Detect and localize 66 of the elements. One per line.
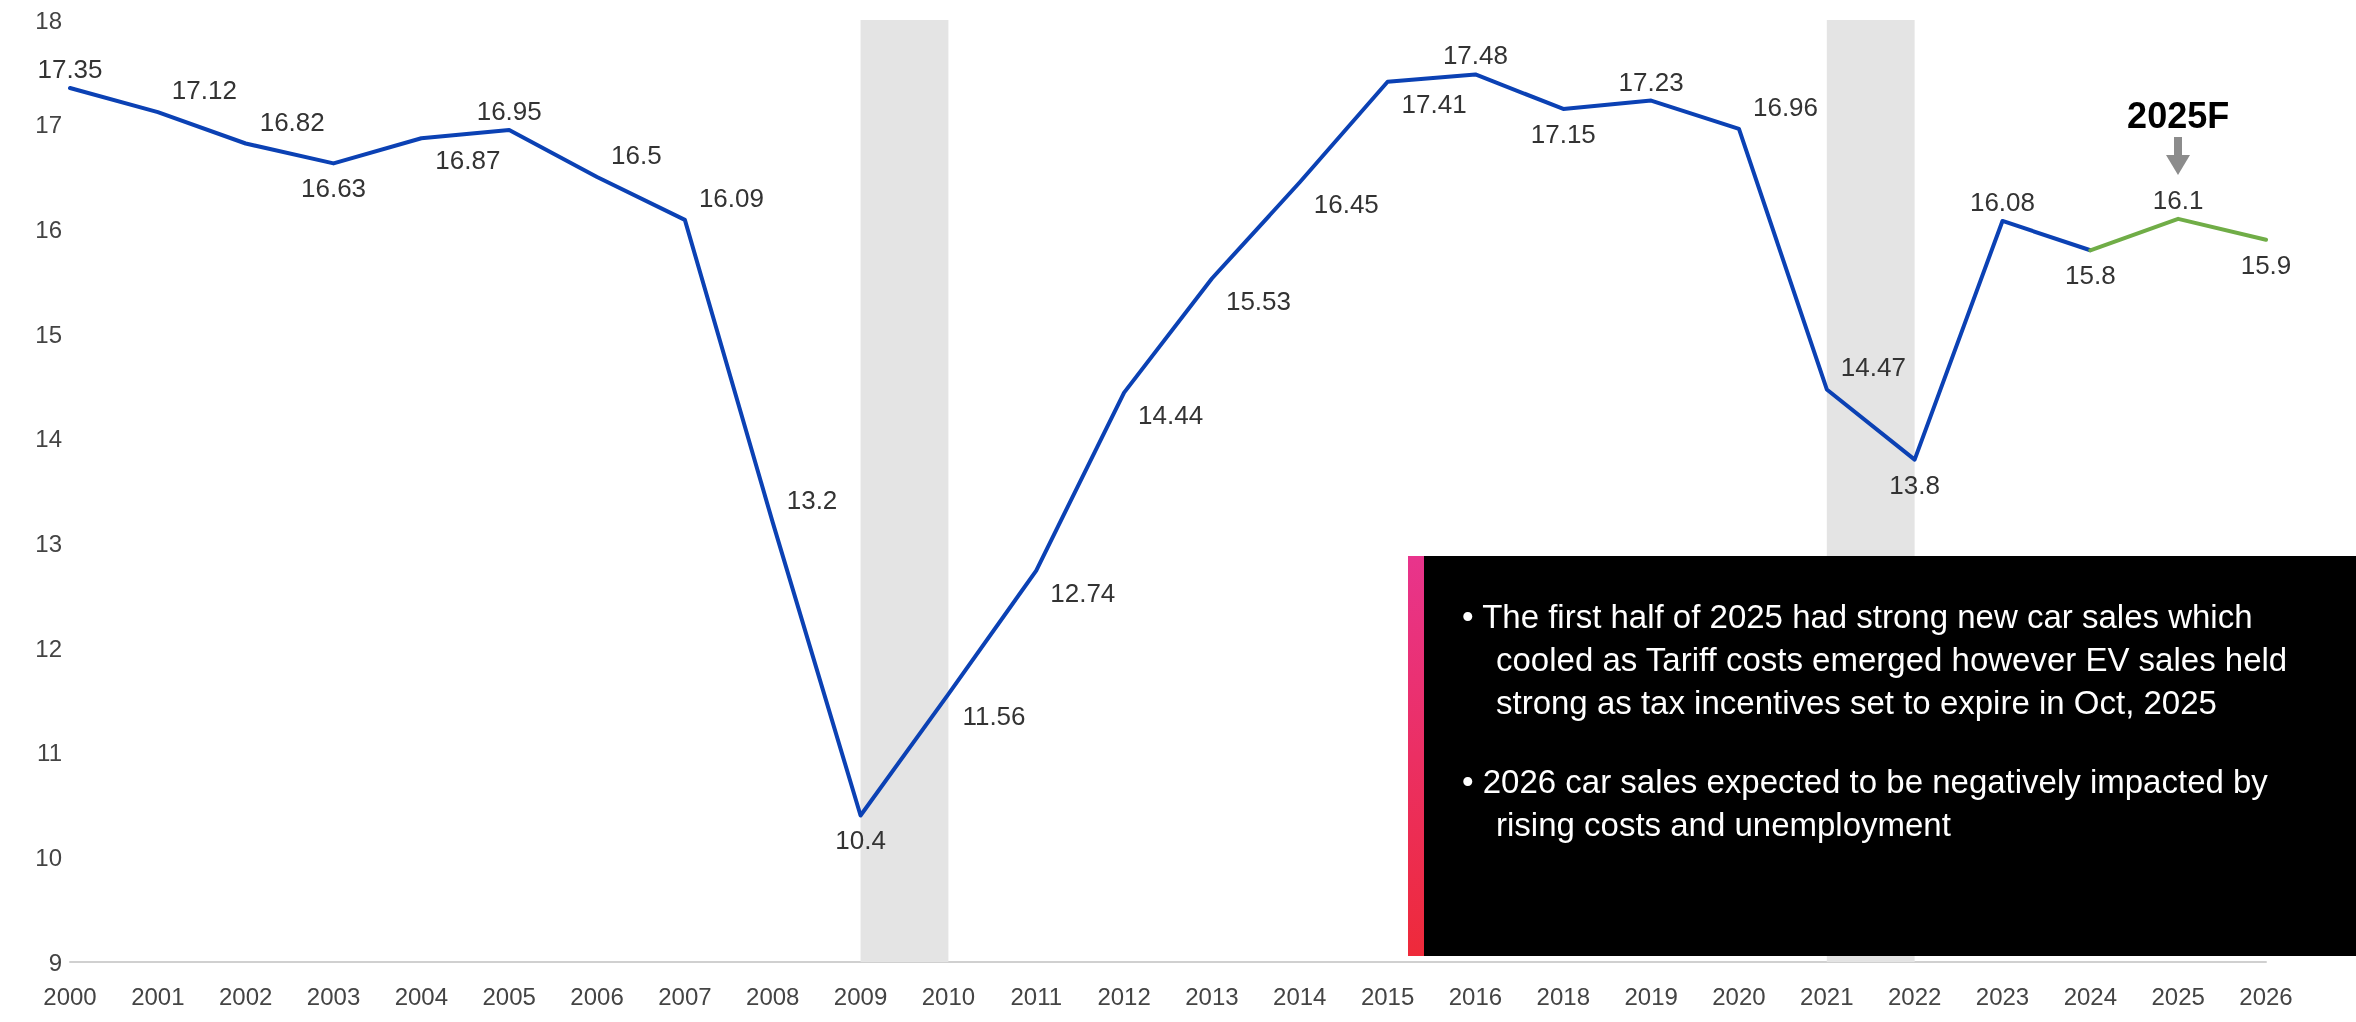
data-label: 15.53 [1225,285,1291,316]
y-tick-label: 12 [35,634,62,662]
x-tick-label: 2009 [833,982,888,1010]
x-tick-label: 2011 [1010,982,1063,1010]
data-label: 16.95 [476,95,542,126]
x-tick-label: 2023 [1975,982,2030,1010]
y-tick-label: 16 [35,215,62,243]
data-label: 17.35 [37,54,103,85]
data-label: 10.4 [835,825,886,856]
x-tick-label: 2008 [746,982,800,1010]
data-label: 16.45 [1313,189,1379,220]
annotation: • The first half of 2025 had strong new car sales which cooled as Tariff costs emerged however EV sales held strong as tax incentives set to expire in Oct, 2025 [1462,597,2289,723]
data-label: 12.74 [1050,577,1116,608]
x-tick-label: 2026 [2239,982,2293,1010]
annotation: 2025F [2127,94,2230,137]
data-label: 16.1 [2152,184,2204,215]
x-tick-label: 2024 [2063,982,2118,1010]
data-label: 15.9 [2240,249,2292,280]
data-label: 13.8 [1889,469,1940,500]
data-label: 14.44 [1138,399,1204,430]
x-tick-label: 2004 [394,982,449,1010]
data-label: 16.09 [698,182,764,213]
y-tick-label: 11 [37,739,62,767]
x-tick-label: 2002 [218,982,273,1010]
y-tick-label: 17 [35,111,62,139]
data-label: 16.82 [259,106,325,137]
x-tick-label: 2022 [1887,982,1942,1010]
data-label: 17.23 [1618,66,1684,97]
y-tick-label: 9 [48,948,62,976]
x-tick-label: 2005 [482,982,536,1010]
data-label: 16.5 [611,140,662,170]
x-tick-label: 2001 [131,982,185,1010]
x-tick-label: 2018 [1536,982,1590,1010]
x-tick-label: 2000 [43,982,97,1010]
y-tick-label: 14 [35,425,62,453]
data-label: 16.08 [1969,186,2036,217]
x-tick-label: 2020 [1712,982,1766,1010]
data-label: 14.47 [1840,352,1906,383]
x-tick-label: 2012 [1097,982,1151,1010]
y-tick-label: 15 [35,320,62,348]
data-label: 15.8 [2065,260,2116,291]
x-tick-label: 2006 [570,982,624,1010]
data-label: 13.2 [786,485,838,516]
annotation: • 2026 car sales expected to be negatively impacted by rising costs and unemployment [1462,761,2269,845]
y-tick-label: 13 [35,529,62,557]
data-label: 16.87 [435,145,501,176]
data-label: 11.56 [962,701,1026,732]
x-tick-label: 2019 [1624,982,1678,1010]
x-tick-label: 2016 [1448,982,1503,1010]
data-label: 17.48 [1442,40,1508,71]
data-label: 16.96 [1752,91,1819,122]
x-tick-label: 2014 [1273,982,1327,1010]
x-tick-label: 2025 [2151,982,2205,1010]
data-label: 17.15 [1530,118,1596,149]
data-label: 17.12 [171,75,237,106]
x-tick-label: 2015 [1360,982,1415,1010]
x-tick-label: 2003 [306,982,361,1010]
y-tick-label: 18 [35,6,62,34]
text-panel: • The first half of 2025 had strong new car sales which cooled as Tariff costs emerged however EV sales held strong as tax incentives set to expire in Oct, 2025 • 2026 car sales expected to be negatively impacted by rising costs and unemployment [1408,556,2356,956]
x-tick-label: 2010 [921,982,976,1010]
y-tick-label: 10 [35,843,62,871]
data-label: 17.41 [1401,88,1467,119]
x-tick-label: 2013 [1185,982,1239,1010]
x-tick-label: 2007 [658,982,712,1010]
x-tick-label: 2021 [1800,982,1854,1010]
data-label: 16.63 [300,173,367,204]
